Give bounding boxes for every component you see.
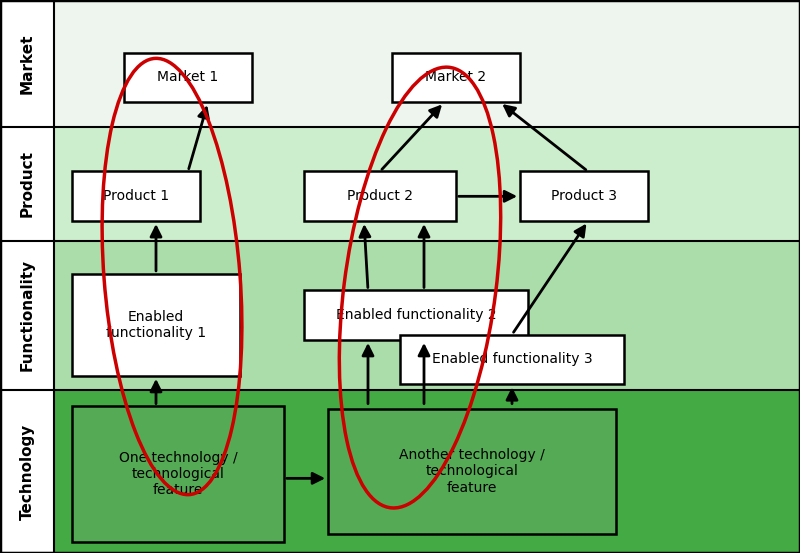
Text: One technology /
technological
feature: One technology / technological feature (118, 451, 238, 497)
Text: Technology: Technology (20, 423, 34, 520)
Text: Product 2: Product 2 (347, 189, 413, 204)
Text: Market 2: Market 2 (426, 70, 486, 85)
Bar (72, 274, 240, 376)
Bar (0, 390, 800, 553)
Bar (72, 171, 200, 221)
Bar (72, 406, 284, 542)
Bar (392, 53, 520, 102)
Text: Market 1: Market 1 (158, 70, 218, 85)
Bar (124, 53, 252, 102)
Bar (304, 171, 456, 221)
Bar (0, 0, 54, 553)
Text: Enabled
functionality 1: Enabled functionality 1 (106, 310, 206, 340)
Bar (400, 335, 624, 384)
Bar (0, 127, 800, 241)
Text: Market: Market (20, 33, 34, 94)
Bar (328, 409, 616, 534)
Text: Enabled functionality 2: Enabled functionality 2 (336, 308, 496, 322)
Bar (304, 290, 528, 340)
Bar (0, 241, 800, 390)
Bar (520, 171, 648, 221)
Bar (0, 0, 800, 127)
Bar (0, 0, 54, 553)
Text: Enabled functionality 3: Enabled functionality 3 (432, 352, 592, 367)
Text: Product: Product (20, 150, 34, 217)
Text: Product 1: Product 1 (103, 189, 169, 204)
Text: Product 3: Product 3 (551, 189, 617, 204)
Text: Another technology /
technological
feature: Another technology / technological featu… (399, 448, 545, 494)
Text: Functionality: Functionality (20, 259, 34, 371)
